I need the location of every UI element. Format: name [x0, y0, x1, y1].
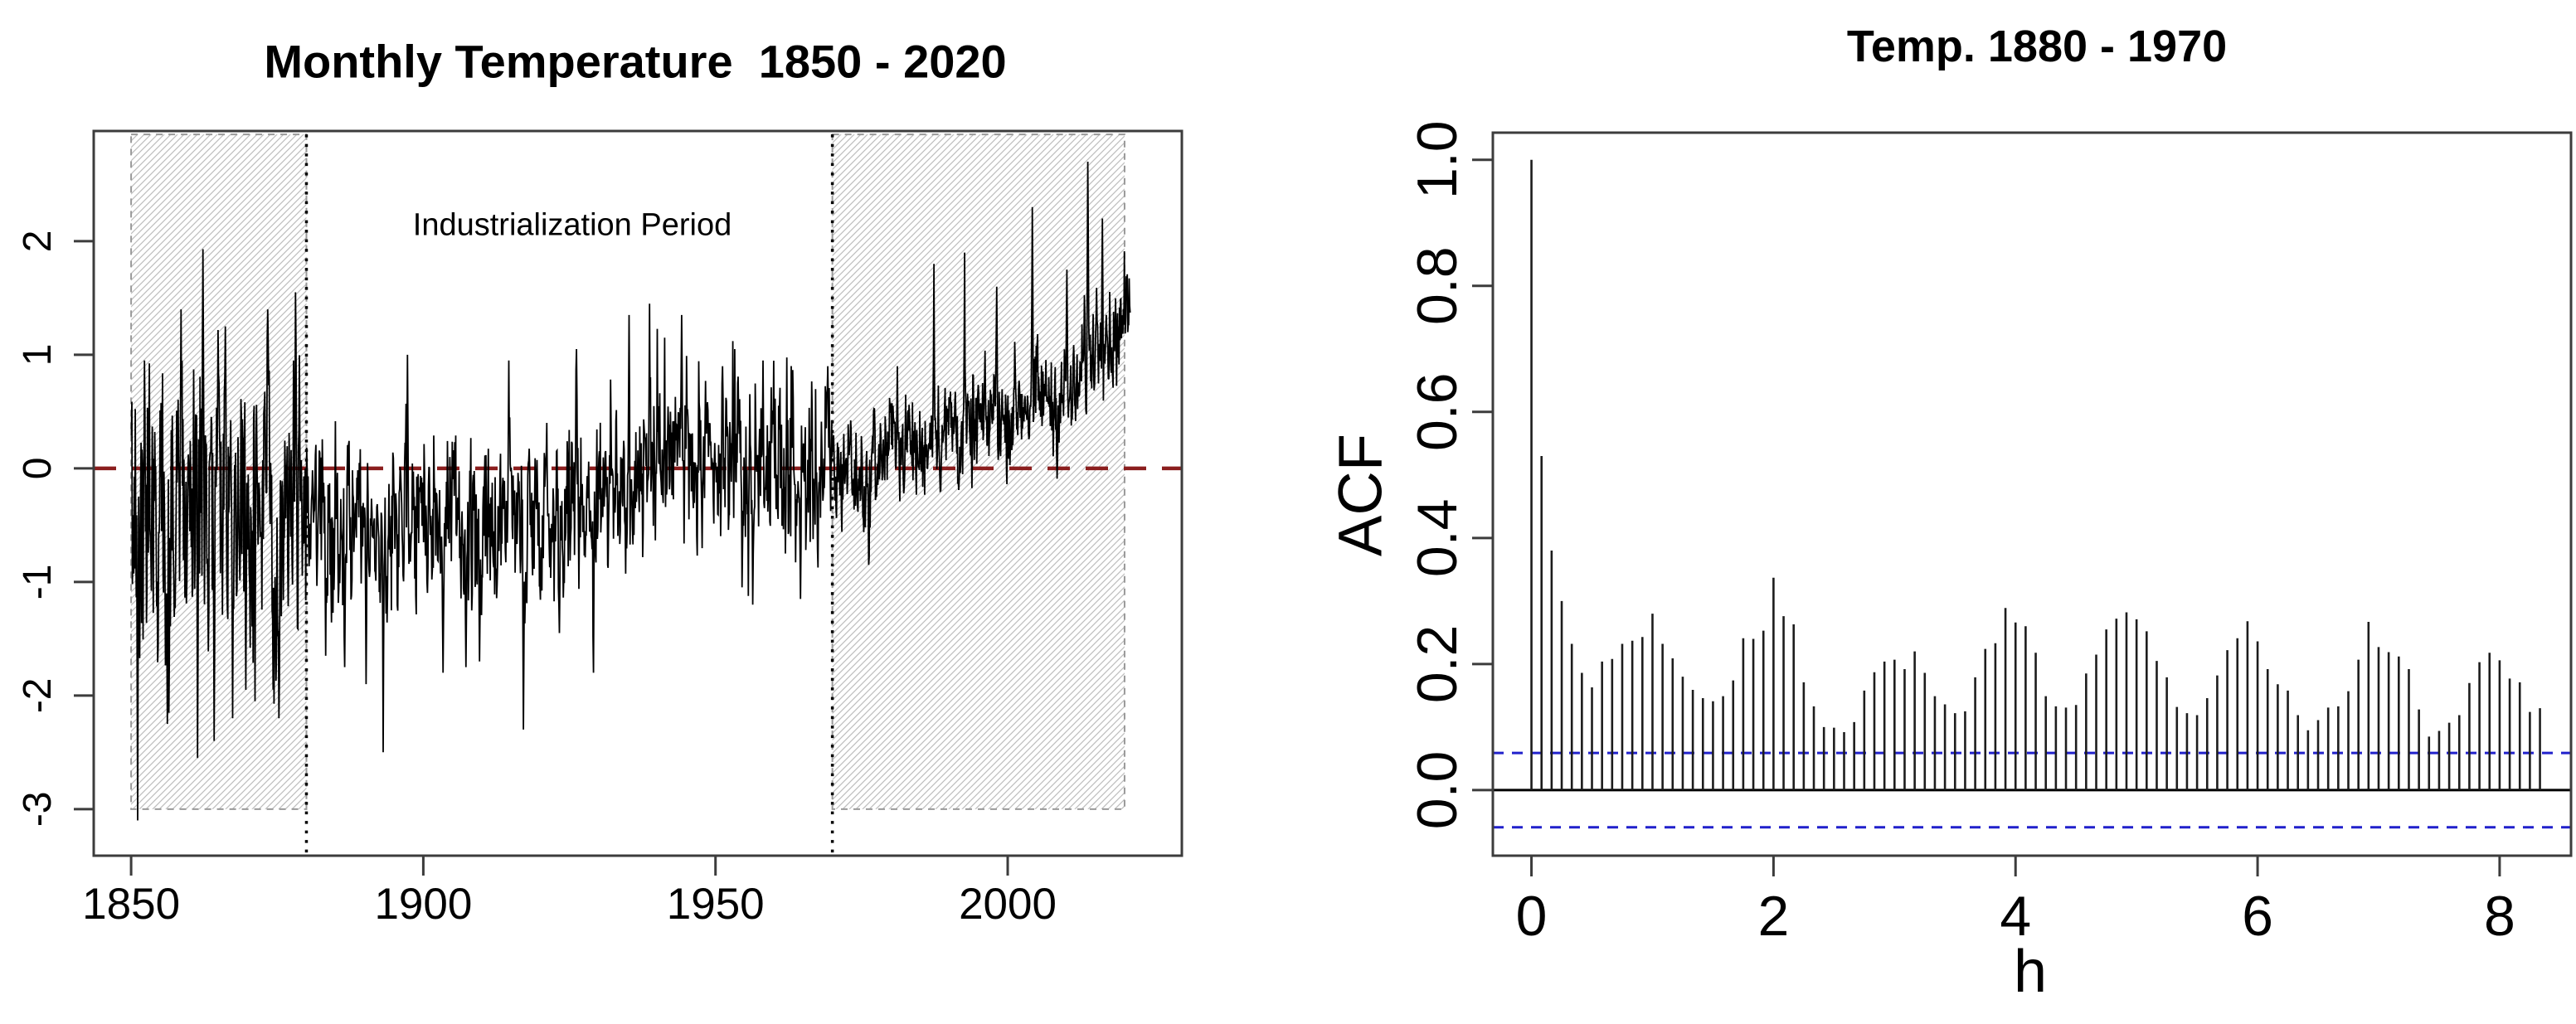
- left-y-tick-label: 2: [16, 231, 60, 253]
- right-x-tick-label: 2: [1757, 885, 1789, 948]
- left-y-tick-label: -2: [16, 677, 60, 713]
- left-y-tick-label: -1: [16, 565, 60, 600]
- right-plot-frame: [1491, 131, 2573, 857]
- left-x-tick-label: 1900: [374, 880, 472, 929]
- left-x-tick-label: 1850: [82, 880, 180, 929]
- industrialization-period-annotation: Industrialization Period: [412, 207, 732, 243]
- right-y-tick-label: 1.0: [1406, 120, 1469, 199]
- right-x-tick-label: 0: [1516, 885, 1548, 948]
- right-y-tick-label: 0.4: [1406, 499, 1469, 578]
- left-plot-frame: [92, 129, 1184, 857]
- right-y-tick-label: 0.0: [1406, 751, 1469, 830]
- left-x-tick-label: 1950: [667, 880, 765, 929]
- temperature-series-line: [130, 161, 1131, 821]
- right-y-tick-label: 0.2: [1406, 625, 1469, 704]
- left-x-tick-label: 2000: [959, 880, 1057, 929]
- left-chart-title: Monthly Temperature 1850 - 2020: [264, 35, 1007, 88]
- left-y-tick-label: 1: [16, 344, 60, 366]
- right-chart-title: Temp. 1880 - 1970: [1846, 22, 2228, 71]
- right-x-tick-label: 4: [2000, 885, 2031, 948]
- right-y-tick-label: 0.6: [1406, 373, 1469, 452]
- shaded-region-2: [831, 133, 1125, 810]
- h-axis-label: h: [2013, 939, 2048, 1005]
- shaded-region-1: [130, 133, 308, 810]
- right-x-tick-label: 8: [2484, 885, 2515, 948]
- acf-axis-label: ACF: [1325, 434, 1395, 556]
- right-y-tick-label: 0.8: [1406, 246, 1469, 325]
- left-y-tick-label: -3: [16, 791, 60, 827]
- left-y-tick-label: 0: [16, 458, 60, 480]
- right-x-tick-label: 6: [2242, 885, 2273, 948]
